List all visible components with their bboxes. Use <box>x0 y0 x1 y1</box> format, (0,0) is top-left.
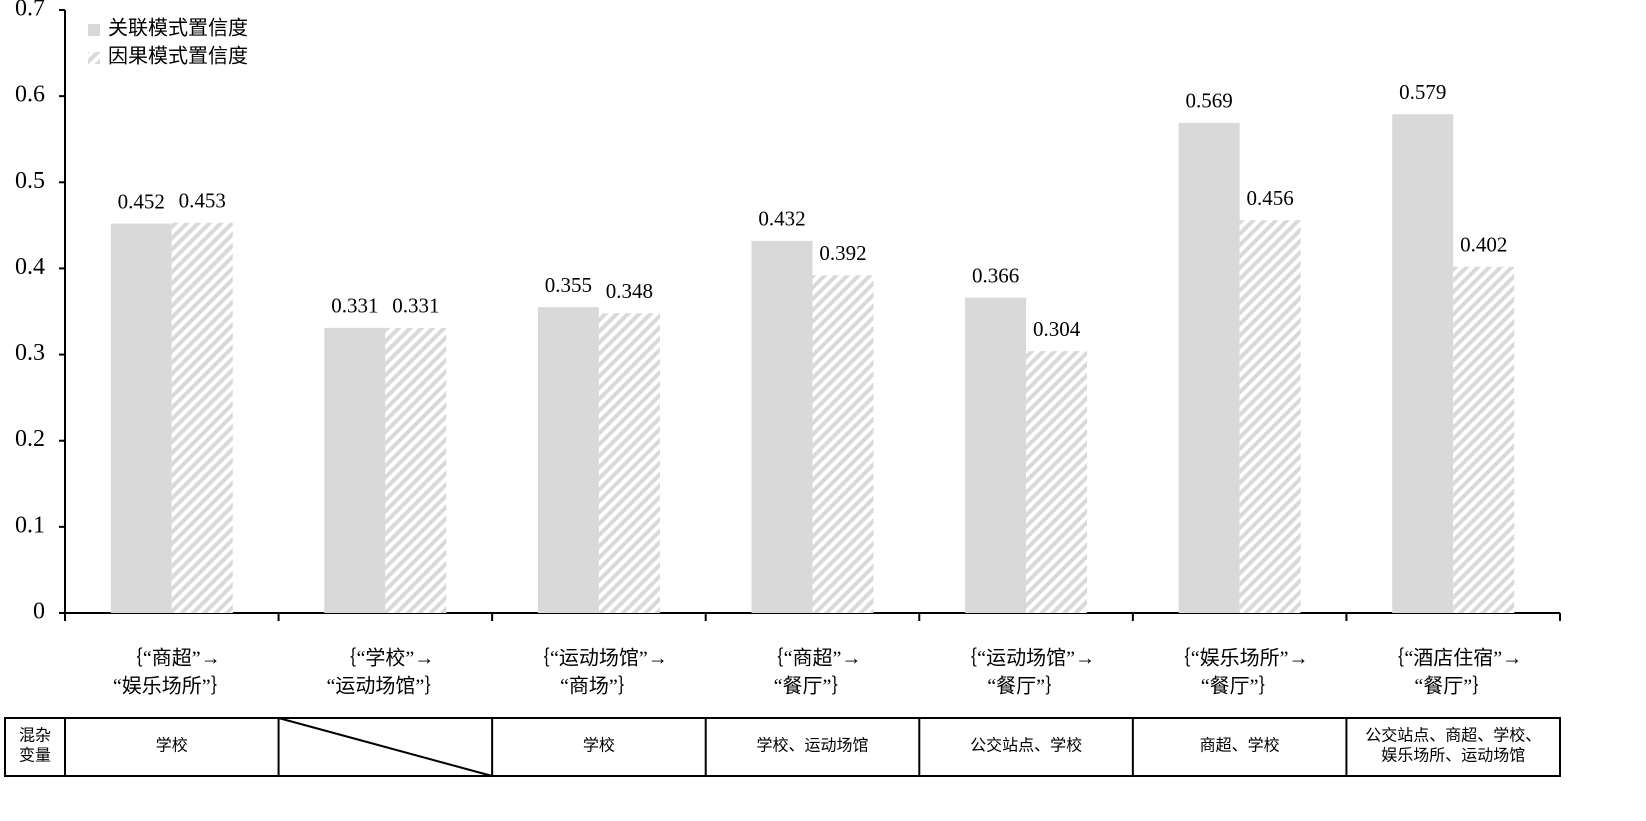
x-tick-label: “商场”｝ <box>560 675 638 698</box>
y-tick-label: 0.5 <box>15 168 45 194</box>
bar <box>1026 351 1088 613</box>
value-label: 0.579 <box>1399 80 1446 104</box>
table-frame <box>4 717 1561 777</box>
bar <box>1453 266 1515 613</box>
bar <box>1392 114 1454 614</box>
x-tick-label: “餐厅”｝ <box>1414 675 1492 698</box>
bar <box>812 275 874 613</box>
value-label: 0.392 <box>819 241 866 265</box>
table-cell: 学校 <box>156 737 188 755</box>
value-label: 0.456 <box>1247 186 1294 210</box>
table-cell: 商超、学校 <box>1200 737 1280 755</box>
value-label: 0.453 <box>179 189 226 213</box>
value-label: 0.452 <box>118 189 165 213</box>
value-label: 0.348 <box>606 279 653 303</box>
x-tick-label: “餐厅”｝ <box>987 675 1065 698</box>
table-cell: 学校 <box>583 737 615 755</box>
bar <box>1239 220 1301 613</box>
legend-swatch <box>88 52 100 64</box>
bar <box>110 223 172 614</box>
x-tick-label: “餐厅”｝ <box>1201 675 1279 698</box>
bar <box>324 327 386 613</box>
table-cell: 公交站点、学校 <box>970 737 1082 755</box>
table-cell: 娱乐场所、运动场馆 <box>1381 747 1525 765</box>
table-header: 变量 <box>19 747 51 765</box>
bar <box>537 307 599 613</box>
value-label: 0.402 <box>1460 233 1507 257</box>
x-tick-label: ｛“娱乐场所”→ <box>1171 647 1309 670</box>
value-label: 0.304 <box>1033 317 1081 341</box>
y-tick-label: 0.4 <box>15 254 45 280</box>
value-label: 0.569 <box>1186 89 1233 113</box>
y-tick-label: 0.1 <box>15 512 45 538</box>
y-tick-label: 0 <box>33 599 45 625</box>
bar <box>171 222 233 613</box>
bar <box>385 327 447 613</box>
x-tick-label: ｛“学校”→ <box>336 647 434 670</box>
table-cell: 学校、运动场馆 <box>756 737 868 755</box>
value-label: 0.432 <box>758 207 805 231</box>
bar <box>1178 122 1240 614</box>
value-label: 0.331 <box>331 294 378 318</box>
bar <box>751 240 813 613</box>
value-label: 0.355 <box>545 273 592 297</box>
y-tick-label: 0.7 <box>15 0 45 22</box>
table-header: 混杂 <box>19 727 51 745</box>
bar <box>598 313 660 613</box>
x-tick-label: ｛“酒店住宿”→ <box>1384 647 1522 670</box>
x-tick-label: ｛“运动场馆”→ <box>957 647 1095 670</box>
x-tick-label: ｛“运动场馆”→ <box>530 647 668 670</box>
legend-label: 因果模式置信度 <box>108 45 248 68</box>
value-label: 0.331 <box>392 294 439 318</box>
table-cell: 公交站点、商超、学校、 <box>1365 727 1541 745</box>
value-label: 0.366 <box>972 264 1019 288</box>
legend-swatch <box>88 24 100 36</box>
legend-label: 关联模式置信度 <box>108 17 248 40</box>
x-tick-label: ｛“商超”→ <box>764 647 862 670</box>
table-diagonal <box>278 717 493 777</box>
y-tick-label: 0.6 <box>15 82 45 108</box>
x-tick-label: “餐厅”｝ <box>774 675 852 698</box>
x-tick-label: ｛“商超”→ <box>123 647 221 670</box>
x-tick-label: “运动场馆”｝ <box>326 675 444 698</box>
bar <box>965 297 1027 613</box>
y-tick-label: 0.3 <box>15 340 45 366</box>
x-tick-label: “娱乐场所”｝ <box>113 675 231 698</box>
y-tick-label: 0.2 <box>15 426 45 452</box>
